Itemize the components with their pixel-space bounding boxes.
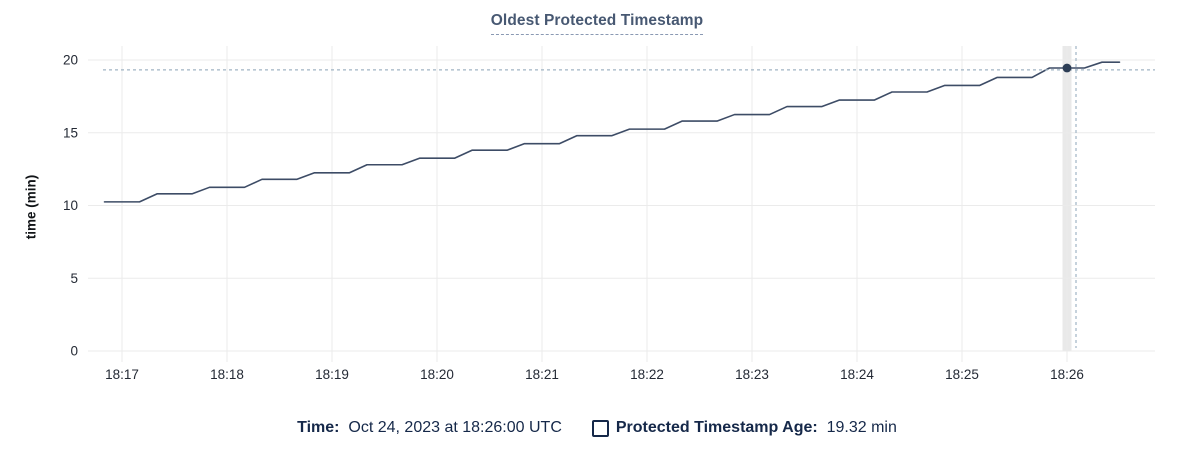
series-line	[103, 61, 1121, 203]
legend-series-label: Protected Timestamp Age:	[615, 419, 818, 436]
space	[818, 419, 827, 437]
horizontal-gridlines	[88, 59, 1155, 352]
svg-text:18:24: 18:24	[840, 367, 874, 382]
svg-text:20: 20	[63, 53, 78, 68]
series-swatch-checkbox[interactable]	[591, 419, 609, 437]
svg-text:18:21: 18:21	[525, 367, 559, 382]
legend-series-group: Protected Timestamp Age: 19.32 min	[591, 419, 897, 437]
space	[340, 419, 349, 437]
legend-series-value: 19.32 min	[826, 419, 897, 436]
svg-text:10: 10	[63, 198, 78, 213]
hover-legend: Time: Oct 24, 2023 at 18:26:00 UTC Prote…	[0, 419, 1194, 437]
svg-text:5: 5	[70, 271, 78, 286]
chart-title[interactable]: Oldest Protected Timestamp	[490, 12, 704, 35]
svg-text:18:25: 18:25	[945, 367, 979, 382]
svg-text:0: 0	[70, 344, 78, 359]
y-axis-tick-labels: 0 5 10 15 20	[63, 53, 78, 359]
svg-text:18:22: 18:22	[630, 367, 664, 382]
svg-text:18:26: 18:26	[1050, 367, 1084, 382]
hover-point-marker	[1062, 63, 1072, 73]
vertical-gridlines	[121, 46, 1068, 362]
chart-plot-area[interactable]: 18:17 18:18 18:19 18:20 18:21 18:22 18:23 18:24…	[0, 0, 1194, 400]
svg-text:18:23: 18:23	[735, 367, 769, 382]
svg-text:18:18: 18:18	[210, 367, 244, 382]
legend-time-value: Oct 24, 2023 at 18:26:00 UTC	[348, 419, 562, 436]
svg-text:18:20: 18:20	[420, 367, 454, 382]
svg-text:18:19: 18:19	[315, 367, 349, 382]
legend-time-label: Time:	[297, 419, 340, 436]
title-row: Oldest Protected Timestamp	[0, 12, 1194, 35]
svg-text:15: 15	[63, 125, 78, 140]
x-axis-tick-labels: 18:17 18:18 18:19 18:20 18:21 18:22 18:23 18:24…	[105, 367, 1084, 382]
legend-time-group: Time: Oct 24, 2023 at 18:26:00 UTC	[297, 419, 562, 437]
svg-text:18:17: 18:17	[105, 367, 139, 382]
